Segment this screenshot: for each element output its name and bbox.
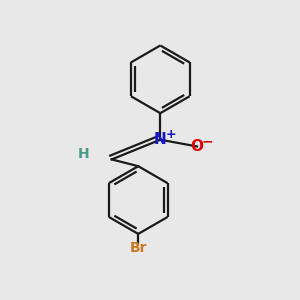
Text: −: −: [202, 134, 214, 148]
Text: H: H: [78, 146, 90, 161]
Text: N: N: [154, 132, 167, 147]
Text: Br: Br: [130, 241, 147, 255]
Text: +: +: [166, 128, 176, 141]
Text: O: O: [190, 139, 204, 154]
